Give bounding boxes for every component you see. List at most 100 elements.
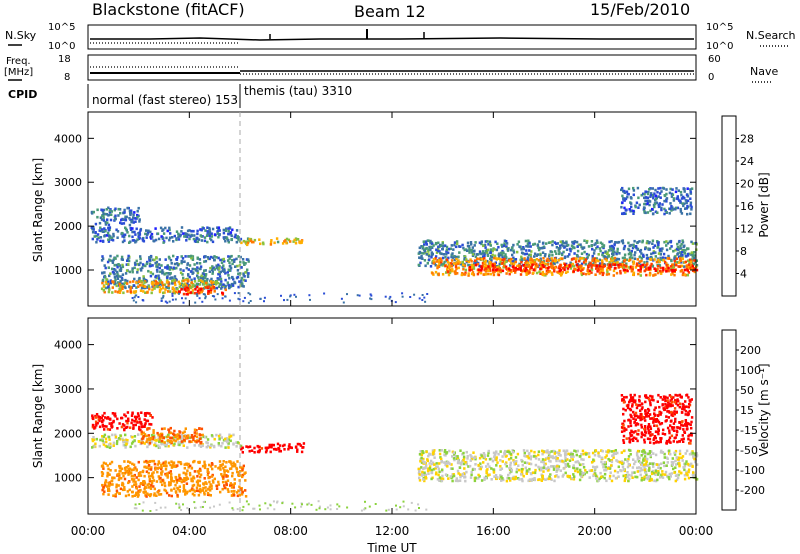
heatmap-cell <box>160 473 163 476</box>
heatmap-cell <box>501 258 504 262</box>
heatmap-cell <box>654 251 657 254</box>
heatmap-cell <box>225 461 228 464</box>
heatmap-cell <box>568 265 571 269</box>
heatmap-cell <box>448 262 452 265</box>
heatmap-cell <box>612 456 615 459</box>
heatmap-cell <box>532 271 535 275</box>
heatmap-cell <box>185 232 188 236</box>
heatmap-cell <box>168 265 171 269</box>
heatmap-cell <box>292 240 295 243</box>
heatmap-cell <box>572 477 576 481</box>
heatmap-cell <box>136 213 139 217</box>
heatmap-cell <box>117 214 120 217</box>
heatmap-cell <box>602 265 605 268</box>
heatmap-cell <box>217 227 220 231</box>
heatmap-cell <box>154 238 158 242</box>
heatmap-cell <box>235 229 239 232</box>
heatmap-cell <box>137 478 140 482</box>
heatmap-cell <box>685 255 688 258</box>
heatmap-cell <box>203 255 206 259</box>
heatmap-cell <box>612 449 616 453</box>
heatmap-cell <box>567 452 570 456</box>
cpid-mode: normal (fast stereo) 153 <box>92 93 238 107</box>
heatmap-cell <box>455 257 458 261</box>
heatmap-cell <box>424 473 428 477</box>
heatmap-cell <box>131 435 134 439</box>
heatmap-cell <box>431 461 435 465</box>
heatmap-cell <box>161 436 164 440</box>
heatmap-cell <box>188 275 191 279</box>
heatmap-cell <box>119 288 123 292</box>
heatmap-cell <box>573 267 576 271</box>
heatmap-cell <box>626 465 630 469</box>
heatmap-cell <box>623 246 626 250</box>
heatmap-cell <box>646 260 649 264</box>
heatmap-cell <box>655 197 658 201</box>
heatmap-cell <box>551 259 554 262</box>
heatmap-cell <box>664 473 667 476</box>
heatmap-cell <box>517 464 520 467</box>
heatmap-cell <box>142 286 146 290</box>
heatmap-cell <box>467 465 470 468</box>
heatmap-cell <box>644 458 647 461</box>
heatmap-cell <box>550 271 553 275</box>
heatmap-cell <box>693 453 696 457</box>
heatmap-cell <box>182 486 186 490</box>
heatmap-cell <box>635 453 639 457</box>
heatmap-cell <box>225 483 228 487</box>
heatmap-cell <box>545 272 548 276</box>
heatmap-cell <box>112 232 115 236</box>
heatmap-cell <box>202 283 205 286</box>
heatmap-cell <box>183 430 186 433</box>
heatmap-cell <box>188 237 191 241</box>
heatmap-cell <box>669 247 672 250</box>
heatmap-cell <box>134 263 137 266</box>
heatmap-cell <box>622 474 625 478</box>
heatmap-cell <box>185 478 188 482</box>
heatmap-cell <box>456 262 460 266</box>
heatmap-cell <box>501 269 505 273</box>
heatmap-cell <box>190 436 193 439</box>
heatmap-cell <box>242 239 246 243</box>
heatmap-cell <box>138 283 142 287</box>
heatmap-cell <box>653 258 656 261</box>
heatmap-cell <box>106 260 110 264</box>
heatmap-cell <box>626 195 629 199</box>
heatmap-cell <box>585 453 588 456</box>
heatmap-cell <box>584 272 588 276</box>
heatmap-cell <box>108 446 112 449</box>
heatmap-cell <box>462 246 465 250</box>
heatmap-cell <box>644 471 648 475</box>
heatmap-cell <box>504 449 507 453</box>
heatmap-cell <box>456 455 459 458</box>
heatmap-cell <box>138 490 141 493</box>
heatmap-cell <box>138 231 141 234</box>
heatmap-cell <box>421 450 424 453</box>
nave-tick-top: 60 <box>708 54 721 65</box>
heatmap-cell <box>104 223 108 226</box>
heatmap-cell <box>663 456 666 459</box>
heatmap-cell <box>499 468 502 471</box>
heatmap-cell <box>549 265 553 268</box>
heatmap-cell <box>683 252 687 255</box>
heatmap-cell <box>565 241 568 245</box>
heatmap-cell <box>461 472 465 476</box>
heatmap-cell <box>541 458 545 461</box>
heatmap-cell <box>203 477 206 480</box>
heatmap-cell <box>492 468 495 471</box>
heatmap-cell <box>675 263 678 267</box>
heatmap-cell <box>91 227 94 231</box>
heatmap-cell <box>671 265 675 268</box>
heatmap-cell <box>209 266 212 270</box>
heatmap-cell <box>604 250 607 254</box>
heatmap-cell <box>683 202 686 205</box>
heatmap-cell <box>107 240 111 243</box>
heatmap-cell <box>646 240 649 243</box>
heatmap-cell <box>155 268 159 272</box>
heatmap-cell <box>147 482 151 486</box>
heatmap-cell <box>227 255 230 258</box>
heatmap-cell <box>191 484 194 488</box>
heatmap-cell <box>671 462 674 465</box>
heatmap-cell <box>115 284 118 288</box>
heatmap-cell <box>605 259 608 262</box>
